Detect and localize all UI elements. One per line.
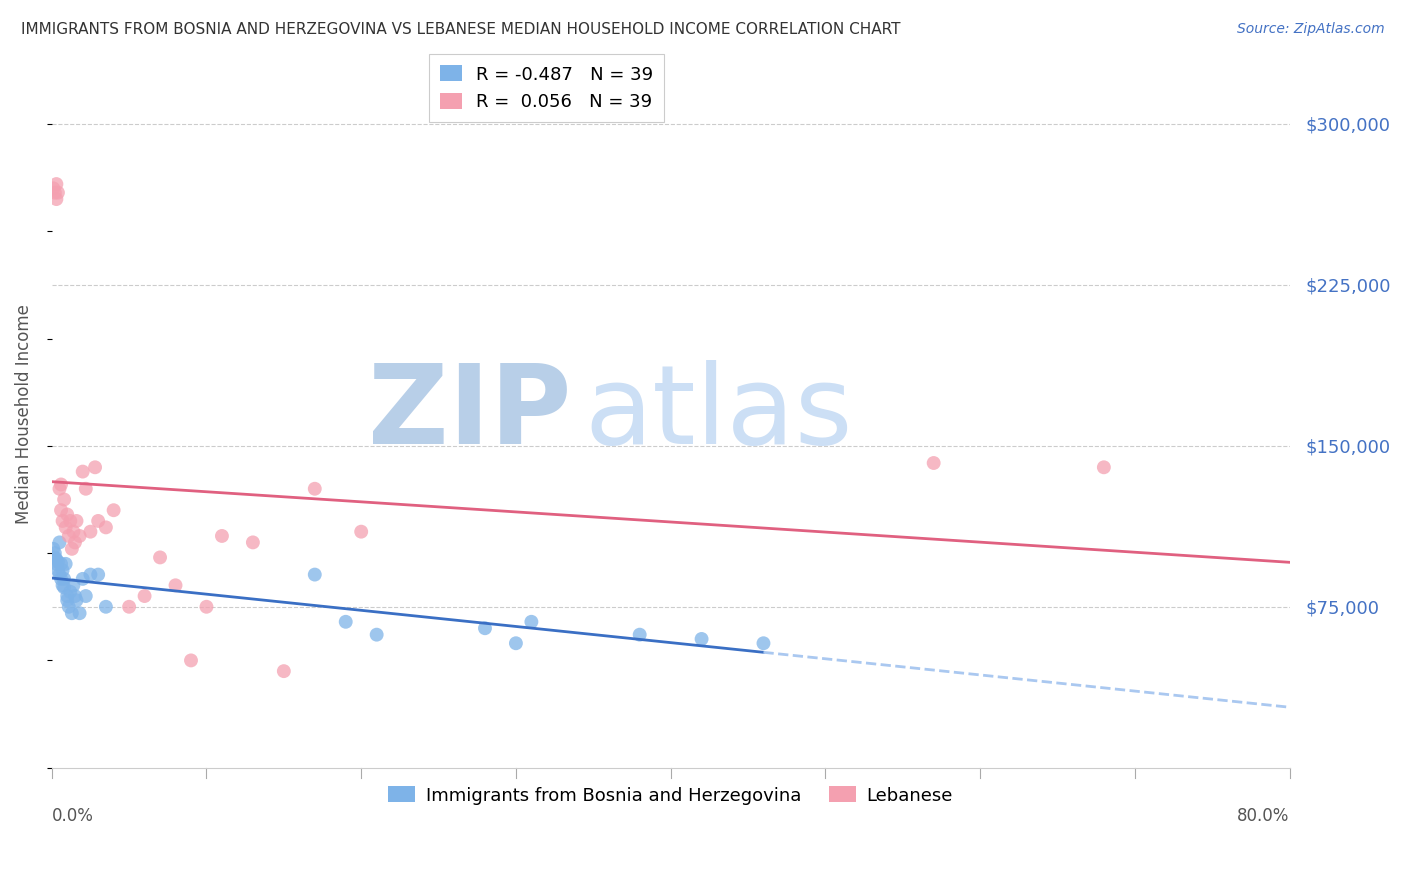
Point (52, 578, 75, 592)
Point (65, 593, 87, 607)
Point (474, 621, 496, 635)
Point (58, 529, 80, 543)
Point (304, 567, 326, 582)
Point (195, 599, 218, 614)
Y-axis label: Median Household Income: Median Household Income (15, 303, 32, 524)
Text: 0.0%: 0.0% (52, 806, 94, 824)
Point (45, 552, 67, 566)
Text: ZIP: ZIP (368, 360, 572, 467)
Point (149, 550, 172, 565)
Point (72, 572, 94, 586)
Point (505, 636, 527, 650)
Point (48, 567, 70, 582)
Text: IMMIGRANTS FROM BOSNIA AND HERZEGOVINA VS LEBANESE MEDIAN HOUSEHOLD INCOME CORRE: IMMIGRANTS FROM BOSNIA AND HERZEGOVINA V… (21, 22, 901, 37)
Point (63, 589, 86, 603)
Text: 80.0%: 80.0% (1237, 806, 1289, 824)
Point (79, 524, 101, 539)
Point (46, 186, 69, 200)
Point (180, 653, 202, 667)
Point (335, 615, 357, 629)
Point (58, 599, 80, 614)
Point (690, 632, 713, 646)
Point (55, 557, 77, 571)
Point (44, 546, 66, 560)
Point (520, 615, 543, 629)
Point (134, 589, 156, 603)
Point (211, 529, 233, 543)
Point (94, 520, 117, 534)
Text: Source: ZipAtlas.com: Source: ZipAtlas.com (1237, 22, 1385, 37)
Point (48, 482, 70, 496)
Point (165, 578, 187, 592)
Point (45, 557, 67, 571)
Point (45, 177, 67, 191)
Point (79, 567, 101, 582)
Point (75, 589, 97, 603)
Point (52, 563, 75, 577)
Point (46, 563, 69, 577)
Point (56, 593, 79, 607)
Legend: Immigrants from Bosnia and Herzegovina, Lebanese: Immigrants from Bosnia and Herzegovina, … (381, 779, 960, 812)
Point (84, 460, 107, 475)
Point (87, 567, 110, 582)
Point (56, 508, 79, 522)
Point (350, 524, 373, 539)
Point (49, 477, 72, 491)
Point (42, 181, 65, 195)
Point (53, 492, 76, 507)
Point (49, 503, 72, 517)
Point (60, 541, 83, 556)
Point (62, 524, 84, 539)
Point (62, 578, 84, 592)
Point (44, 186, 66, 200)
Point (42, 541, 65, 556)
Point (118, 599, 141, 614)
Point (48, 535, 70, 549)
Point (55, 520, 77, 534)
Point (366, 628, 388, 642)
Point (59, 514, 82, 528)
Point (69, 606, 91, 620)
Point (59, 584, 82, 599)
Point (63, 535, 86, 549)
Point (45, 192, 67, 206)
Point (52, 514, 75, 528)
Point (65, 514, 87, 528)
Point (94, 599, 117, 614)
Point (103, 503, 125, 517)
Point (49, 557, 72, 571)
Text: atlas: atlas (583, 360, 852, 467)
Point (49, 572, 72, 586)
Point (60, 606, 83, 620)
Point (72, 465, 94, 479)
Point (304, 482, 326, 496)
Point (242, 535, 264, 549)
Point (922, 456, 945, 470)
Point (53, 572, 76, 586)
Point (1092, 460, 1115, 475)
Point (69, 529, 91, 543)
Point (752, 636, 775, 650)
Point (53, 581, 76, 595)
Point (56, 589, 79, 603)
Point (75, 482, 97, 496)
Point (273, 664, 295, 678)
Point (46, 555, 69, 569)
Point (628, 628, 651, 642)
Point (44, 550, 66, 565)
Point (87, 514, 110, 528)
